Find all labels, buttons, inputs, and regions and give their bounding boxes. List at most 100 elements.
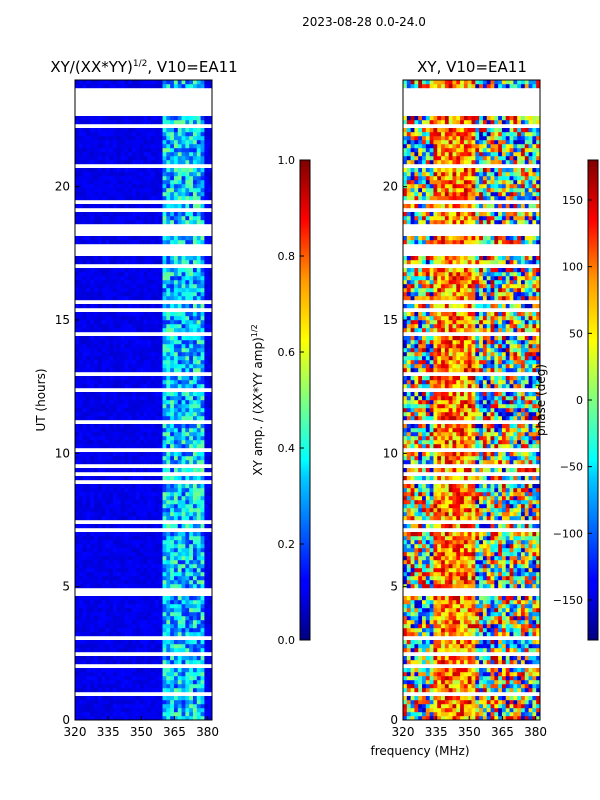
heatmap-cell — [90, 408, 95, 413]
heatmap-cell — [143, 220, 148, 225]
heatmap-cell — [128, 460, 133, 465]
heatmap-cell — [181, 584, 186, 589]
heatmap-cell — [441, 680, 446, 685]
heatmap-cell — [166, 524, 171, 529]
heatmap-cell — [208, 204, 212, 209]
heatmap-cell — [120, 284, 125, 289]
heatmap-cell — [189, 516, 194, 521]
heatmap-cell — [170, 376, 175, 381]
heatmap-cell — [403, 684, 408, 689]
heatmap-cell — [135, 524, 141, 529]
heatmap-cell — [189, 260, 194, 265]
heatmap-cell — [132, 188, 137, 193]
heatmap-cell — [185, 668, 190, 673]
heatmap-cell — [181, 648, 186, 653]
heatmap-cell — [147, 312, 152, 317]
heatmap-cell — [78, 284, 84, 289]
heatmap-cell — [162, 500, 167, 505]
heatmap-cell — [101, 716, 106, 720]
heatmap-cell — [86, 328, 91, 333]
heatmap-cell — [113, 488, 118, 493]
heatmap-cell — [82, 408, 87, 413]
heatmap-cell — [78, 328, 84, 333]
heatmap-cell — [154, 536, 160, 541]
heatmap-cell — [170, 668, 175, 673]
heatmap-cell — [173, 600, 179, 605]
heatmap-cell — [101, 400, 106, 405]
heatmap-cell — [109, 384, 114, 389]
heatmap-cell — [135, 612, 141, 617]
heatmap-cell — [520, 672, 526, 677]
heatmap-cell — [204, 340, 209, 345]
heatmap-cell — [154, 284, 160, 289]
heatmap-cell — [177, 256, 182, 261]
heatmap-cell — [166, 712, 171, 717]
heatmap-cell — [120, 272, 125, 277]
heatmap-cell — [204, 84, 209, 89]
heatmap-cell — [154, 360, 160, 365]
heatmap-cell — [82, 140, 87, 145]
heatmap-cell — [120, 156, 125, 161]
heatmap-cell — [170, 324, 175, 329]
heatmap-cell — [154, 548, 160, 553]
heatmap-cell — [158, 684, 163, 689]
heatmap-cell — [189, 576, 194, 581]
heatmap-cell — [425, 672, 431, 677]
heatmap-cell — [143, 700, 148, 705]
heatmap-cell — [113, 600, 118, 605]
heatmap-cell — [170, 212, 175, 217]
heatmap-cell — [116, 444, 122, 449]
heatmap-cell — [135, 348, 141, 353]
heatmap-cell — [448, 716, 453, 720]
heatmap-cell — [162, 640, 167, 645]
heatmap-cell — [94, 364, 99, 369]
heatmap-cell — [147, 400, 152, 405]
heatmap-cell — [143, 584, 148, 589]
heatmap-cell — [154, 296, 160, 301]
heatmap-cell — [90, 696, 95, 701]
heatmap-cell — [532, 680, 537, 685]
heatmap-cell — [101, 408, 106, 413]
heatmap-cell — [97, 556, 103, 561]
heatmap-cell — [132, 412, 137, 417]
heatmap-cell — [101, 680, 106, 685]
heatmap-cell — [116, 540, 122, 545]
heatmap-cell — [124, 276, 129, 281]
heatmap-cell — [162, 508, 167, 513]
heatmap-cell — [200, 424, 205, 429]
heatmap-cell — [132, 716, 137, 720]
heatmap-cell — [120, 204, 125, 209]
heatmap-cell — [208, 272, 212, 277]
heatmap-cell — [135, 148, 141, 153]
heatmap-cell — [135, 596, 141, 601]
heatmap-cell — [75, 624, 80, 629]
heatmap-cell — [196, 292, 201, 297]
heatmap-cell — [105, 384, 110, 389]
heatmap-cell — [78, 440, 84, 445]
heatmap-cell — [90, 400, 95, 405]
heatmap-cell — [200, 320, 205, 325]
heatmap-cell — [132, 452, 137, 457]
heatmap-cell — [177, 132, 182, 137]
heatmap-cell — [128, 504, 133, 509]
heatmap-cell — [147, 688, 152, 693]
heatmap-cell — [204, 212, 209, 217]
heatmap-cell — [90, 428, 95, 433]
heatmap-cell — [75, 180, 80, 185]
heatmap-cell — [177, 404, 182, 409]
heatmap-cell — [154, 512, 160, 517]
heatmap-cell — [90, 188, 95, 193]
heatmap-cell — [189, 716, 194, 720]
heatmap-cell — [128, 348, 133, 353]
heatmap-cell — [170, 556, 175, 561]
heatmap-cell — [147, 284, 152, 289]
heatmap-cell — [177, 356, 182, 361]
heatmap-cell — [181, 488, 186, 493]
heatmap-cell — [132, 312, 137, 317]
heatmap-cell — [78, 660, 84, 665]
heatmap-cell — [147, 484, 152, 489]
heatmap-cell — [101, 508, 106, 513]
heatmap-cell — [116, 680, 122, 685]
heatmap-cell — [166, 316, 171, 321]
heatmap-cell — [173, 680, 179, 685]
